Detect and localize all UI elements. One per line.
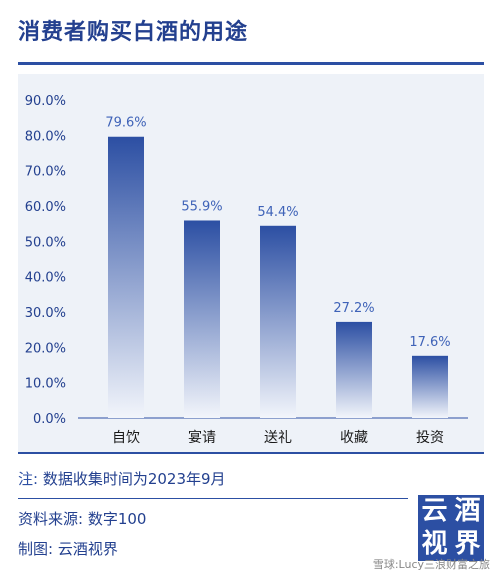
y-tick-label: 20.0%	[25, 341, 66, 356]
bar-value-label: 27.2%	[333, 301, 374, 316]
bar-value-label: 79.6%	[105, 116, 146, 131]
x-category-label: 投资	[416, 430, 444, 446]
logo-char: 视	[421, 529, 448, 559]
y-tick-label: 90.0%	[25, 94, 66, 109]
chart-title: 消费者购买白酒的用途	[18, 20, 249, 45]
bar-value-label: 54.4%	[257, 205, 298, 220]
note: 注: 数据收集时间为2023年9月	[18, 468, 226, 489]
x-category-label: 收藏	[340, 430, 368, 446]
y-tick-label: 80.0%	[25, 129, 66, 144]
x-category-label: 自饮	[112, 430, 140, 446]
y-tick-label: 60.0%	[25, 200, 66, 215]
credit-label: 制图:	[18, 540, 54, 558]
chart-bottom-divider	[18, 452, 484, 454]
logo-char: 云	[421, 496, 448, 526]
bar-value-label: 55.9%	[181, 199, 222, 214]
source-label: 资料来源:	[18, 510, 84, 528]
logo-char: 界	[454, 529, 481, 559]
watermark-footer: 雪球:Lucy三浪财富之旅	[372, 558, 490, 571]
bar	[184, 220, 220, 418]
y-tick-label: 0.0%	[33, 412, 66, 427]
source-value: 数字100	[87, 510, 147, 528]
x-category-label: 送礼	[264, 430, 292, 446]
source-line: 资料来源: 数字100	[18, 508, 146, 529]
bar	[336, 321, 372, 418]
y-tick-label: 30.0%	[25, 306, 66, 321]
brand-logo: 云 酒 视 界	[418, 495, 484, 561]
note-prefix: 注:	[18, 470, 39, 488]
note-text: 数据收集时间为2023年9月	[42, 470, 226, 488]
logo-char: 酒	[454, 496, 481, 526]
bar	[260, 225, 296, 418]
x-category-label: 宴请	[188, 429, 216, 446]
y-tick-label: 50.0%	[25, 235, 66, 250]
bar-chart: 0.0% 10.0% 20.0% 30.0% 40.0% 50.0% 60.0% 70.0% 8…	[25, 94, 468, 446]
credit-line: 制图: 云酒视界	[18, 538, 118, 559]
bar	[412, 355, 448, 418]
source-divider	[18, 498, 408, 499]
title-divider	[18, 62, 484, 65]
chart-panel: 0.0% 10.0% 20.0% 30.0% 40.0% 50.0% 60.0% 70.0% 8…	[18, 74, 484, 452]
y-tick-label: 10.0%	[25, 377, 66, 392]
bar	[108, 136, 144, 418]
y-tick-label: 40.0%	[25, 271, 66, 286]
bar-value-label: 17.6%	[409, 335, 450, 350]
credit-value: 云酒视界	[57, 540, 118, 558]
y-tick-label: 70.0%	[25, 165, 66, 180]
